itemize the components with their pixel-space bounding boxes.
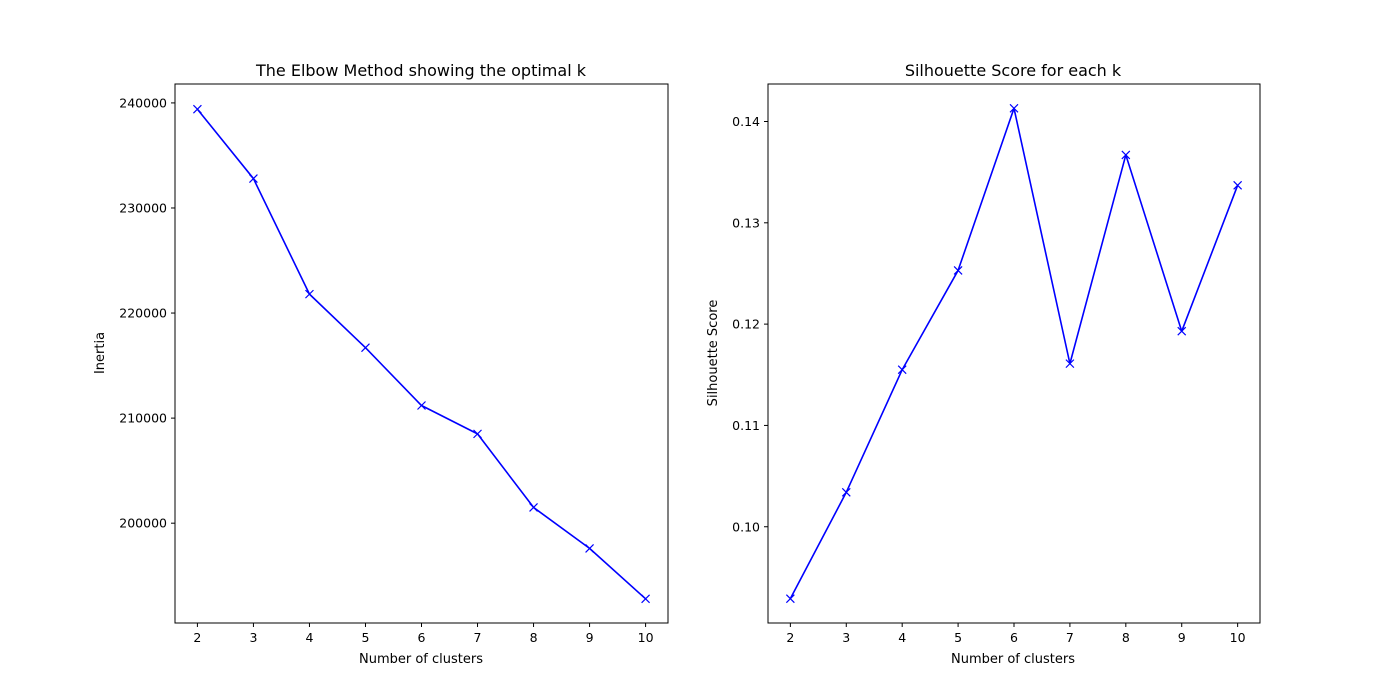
silhouette-ytick-label: 0.11 [732, 418, 760, 433]
silhouette-series-line [789, 107, 1239, 600]
elbow-xtick-label: 4 [305, 630, 313, 645]
silhouette-data-point [1009, 103, 1019, 113]
silhouette-axes-frame [767, 83, 1261, 624]
silhouette-data-point [1065, 359, 1075, 369]
silhouette-xtick-label: 8 [1122, 630, 1130, 645]
silhouette-chart-xlabel: Number of clusters [951, 652, 1075, 667]
silhouette-xtick-label: 5 [954, 630, 962, 645]
silhouette-xtick-label: 4 [898, 630, 906, 645]
silhouette-xtick-label: 10 [1230, 630, 1246, 645]
elbow-data-point [473, 429, 482, 439]
elbow-chart-ylabel: Inertia [93, 332, 108, 374]
silhouette-chart: Silhouette Score for each k Number of cl… [706, 61, 1261, 667]
silhouette-chart-ylabel: Silhouette Score [706, 300, 721, 407]
elbow-data-point [417, 401, 426, 410]
silhouette-ytick-label: 0.13 [732, 215, 760, 230]
silhouette-ytick-label: 0.14 [732, 114, 760, 129]
elbow-data-point [641, 594, 651, 604]
elbow-xtick-label: 3 [249, 630, 257, 645]
silhouette-data-point [953, 265, 963, 275]
elbow-ytick-label: 220000 [119, 306, 167, 321]
elbow-chart-xlabel: Number of clusters [359, 652, 483, 667]
elbow-xtick-label: 8 [530, 630, 538, 645]
silhouette-data-point [1177, 326, 1187, 336]
elbow-xtick-label: 6 [418, 630, 426, 645]
silhouette-data-point [785, 594, 795, 604]
elbow-data-point [529, 503, 538, 512]
elbow-xtick-label: 9 [586, 630, 594, 645]
elbow-xtick-label: 10 [638, 630, 654, 645]
silhouette-data-point [897, 365, 907, 375]
elbow-ytick-label: 230000 [119, 200, 167, 215]
elbow-xtick-label: 7 [474, 630, 482, 645]
silhouette-data-point [1233, 180, 1243, 190]
elbow-data-point [585, 543, 594, 553]
silhouette-xtick-label: 9 [1178, 630, 1186, 645]
elbow-ytick-label: 200000 [119, 516, 167, 531]
elbow-xtick-label: 5 [362, 630, 370, 645]
elbow-chart: The Elbow Method showing the optimal k N… [93, 61, 669, 667]
elbow-axes-frame [174, 83, 669, 624]
silhouette-xtick-label: 3 [842, 630, 850, 645]
elbow-ytick-label: 210000 [119, 411, 167, 426]
elbow-data-point [305, 289, 314, 299]
silhouette-xtick-label: 7 [1066, 630, 1074, 645]
elbow-xtick-label: 2 [193, 630, 201, 645]
silhouette-chart-title: Silhouette Score for each k [905, 61, 1122, 80]
elbow-series-line [196, 108, 647, 600]
silhouette-data-point [1121, 150, 1131, 160]
silhouette-xtick-label: 2 [786, 630, 794, 645]
silhouette-ytick-label: 0.10 [732, 519, 760, 534]
silhouette-ytick-label: 0.12 [732, 317, 760, 332]
elbow-data-point [361, 343, 370, 353]
elbow-chart-title: The Elbow Method showing the optimal k [255, 61, 587, 80]
elbow-ytick-label: 240000 [119, 95, 167, 110]
silhouette-xtick-label: 6 [1010, 630, 1018, 645]
elbow-data-point [249, 174, 258, 183]
elbow-data-point [192, 104, 202, 114]
silhouette-data-point [841, 487, 851, 497]
